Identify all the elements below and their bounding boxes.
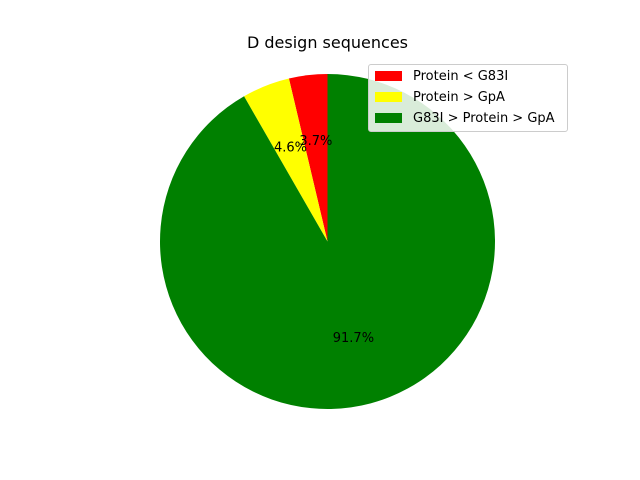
legend-item-protein-gt-gpa: Protein > GpA [375, 89, 505, 105]
pie-value-label-g83i-gt-protein-gt-gpa: 91.7% [333, 331, 374, 346]
legend-label: G83I > Protein > GpA [413, 110, 555, 126]
legend: Protein < G83I Protein > GpA G83I > Prot… [368, 64, 568, 132]
legend-label: Protein < G83I [413, 68, 509, 84]
legend-swatch-protein-lt-g83i [375, 71, 402, 81]
legend-label: Protein > GpA [413, 89, 505, 105]
pie-value-labels: 3.7%4.6% 91.7% [274, 134, 374, 346]
pie-slice-protein-lt-g83i [288, 74, 328, 242]
pie-value-label-protein-lt-g83i: 3.7% [299, 134, 332, 149]
legend-item-protein-lt-g83i: Protein < G83I [375, 68, 508, 84]
legend-swatch-g83i-gt-protein-gt-gpa [375, 113, 402, 123]
legend-swatch-protein-gt-gpa [375, 92, 402, 102]
chart-title: D design sequences [246, 33, 408, 52]
pie-slices [160, 74, 496, 409]
pie-slice-protein-gt-gpa [244, 78, 328, 242]
pie-value-label-protein-gt-gpa: 4.6% [274, 141, 307, 156]
legend-item-g83i-gt-protein-gt-gpa: G83I > Protein > GpA [375, 110, 555, 126]
pie-slice-g83i-gt-protein-gt-gpa [160, 74, 496, 409]
